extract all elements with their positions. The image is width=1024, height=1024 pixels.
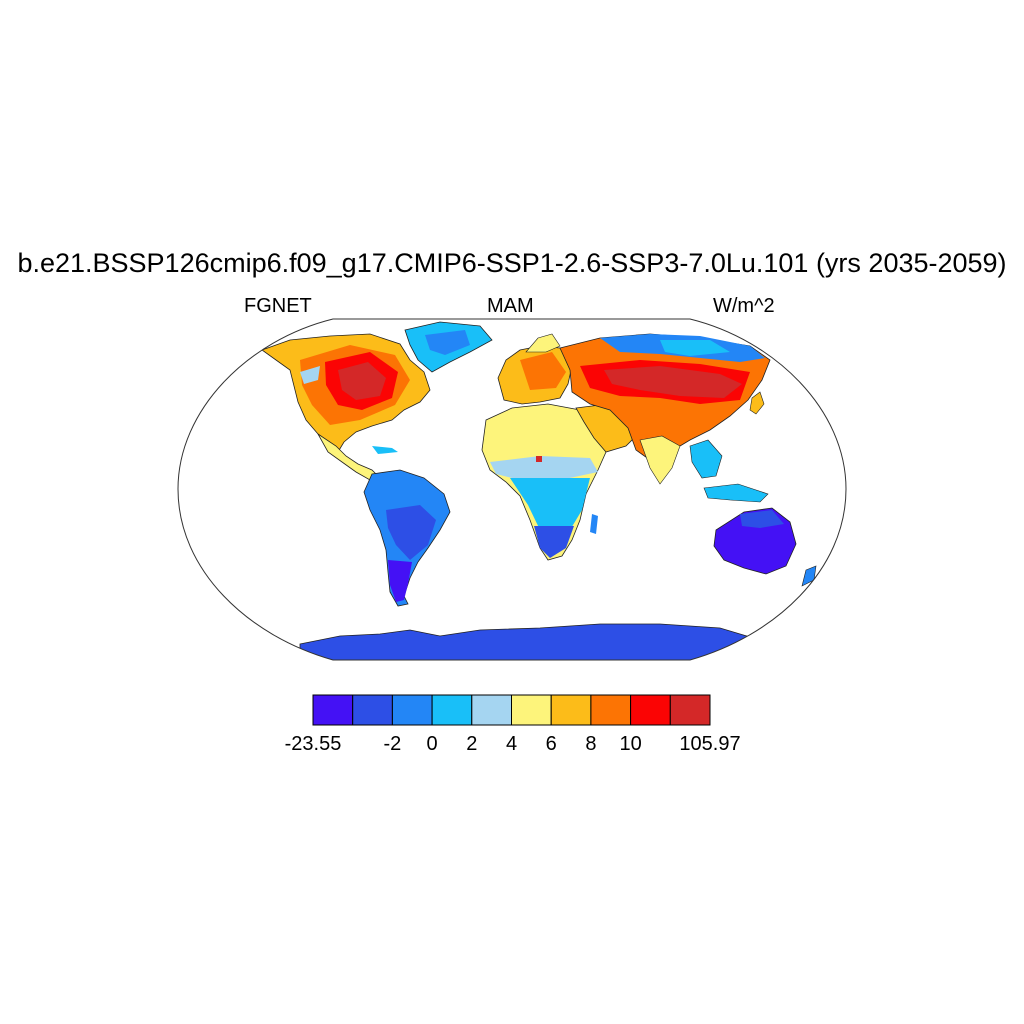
season-label: MAM	[487, 295, 534, 317]
colorbar-box	[431, 694, 473, 726]
colorbar-tick-label: 2	[466, 733, 477, 755]
units-label: W/m^2	[713, 295, 775, 317]
south-america-inner	[386, 505, 436, 560]
colorbar-tick-label: 6	[546, 733, 557, 755]
north-america-hot-3	[338, 362, 386, 400]
colorbar-box	[471, 694, 512, 726]
scandinavia	[525, 333, 561, 353]
central-africa	[510, 478, 590, 530]
caribbean	[372, 446, 398, 454]
colorbar-box	[391, 694, 433, 726]
colorbar-box	[550, 694, 592, 726]
colorbar-box	[630, 694, 671, 726]
colorbar-box	[511, 694, 552, 726]
southern-africa	[534, 526, 574, 558]
indonesia	[703, 483, 769, 503]
colorbar-tick-label: 105.97	[679, 733, 740, 755]
colorbar-tick-label: -2	[384, 733, 402, 755]
colorbar-box	[312, 694, 354, 726]
sahel	[490, 456, 598, 480]
colorbar-box	[669, 694, 711, 726]
southeast-asia	[689, 439, 723, 479]
siberia-cool	[660, 340, 730, 356]
patagonia	[388, 560, 412, 602]
variable-label: FGNET	[244, 295, 312, 317]
japan	[749, 391, 765, 415]
india	[639, 435, 681, 485]
colorbar-tick-label: 0	[427, 733, 438, 755]
north-america-cool	[300, 366, 320, 384]
madagascar	[590, 514, 598, 534]
colorbar-tick-label: -23.55	[285, 733, 342, 755]
colorbar-box	[590, 694, 632, 726]
colorbar-tick-label: 10	[619, 733, 641, 755]
central-asia-hottest	[604, 366, 742, 398]
africa-hotspot	[536, 456, 542, 462]
colorbar-tick-label: 8	[585, 733, 596, 755]
colorbar-tick-label: 4	[506, 733, 517, 755]
europe-inner	[520, 352, 566, 390]
map-boundary	[177, 318, 847, 661]
plot-title: b.e21.BSSP126cmip6.f09_g17.CMIP6-SSP1-2.…	[17, 248, 1007, 278]
australia-north	[740, 510, 784, 528]
colorbar-box	[352, 694, 393, 726]
greenland-inner	[425, 330, 470, 355]
